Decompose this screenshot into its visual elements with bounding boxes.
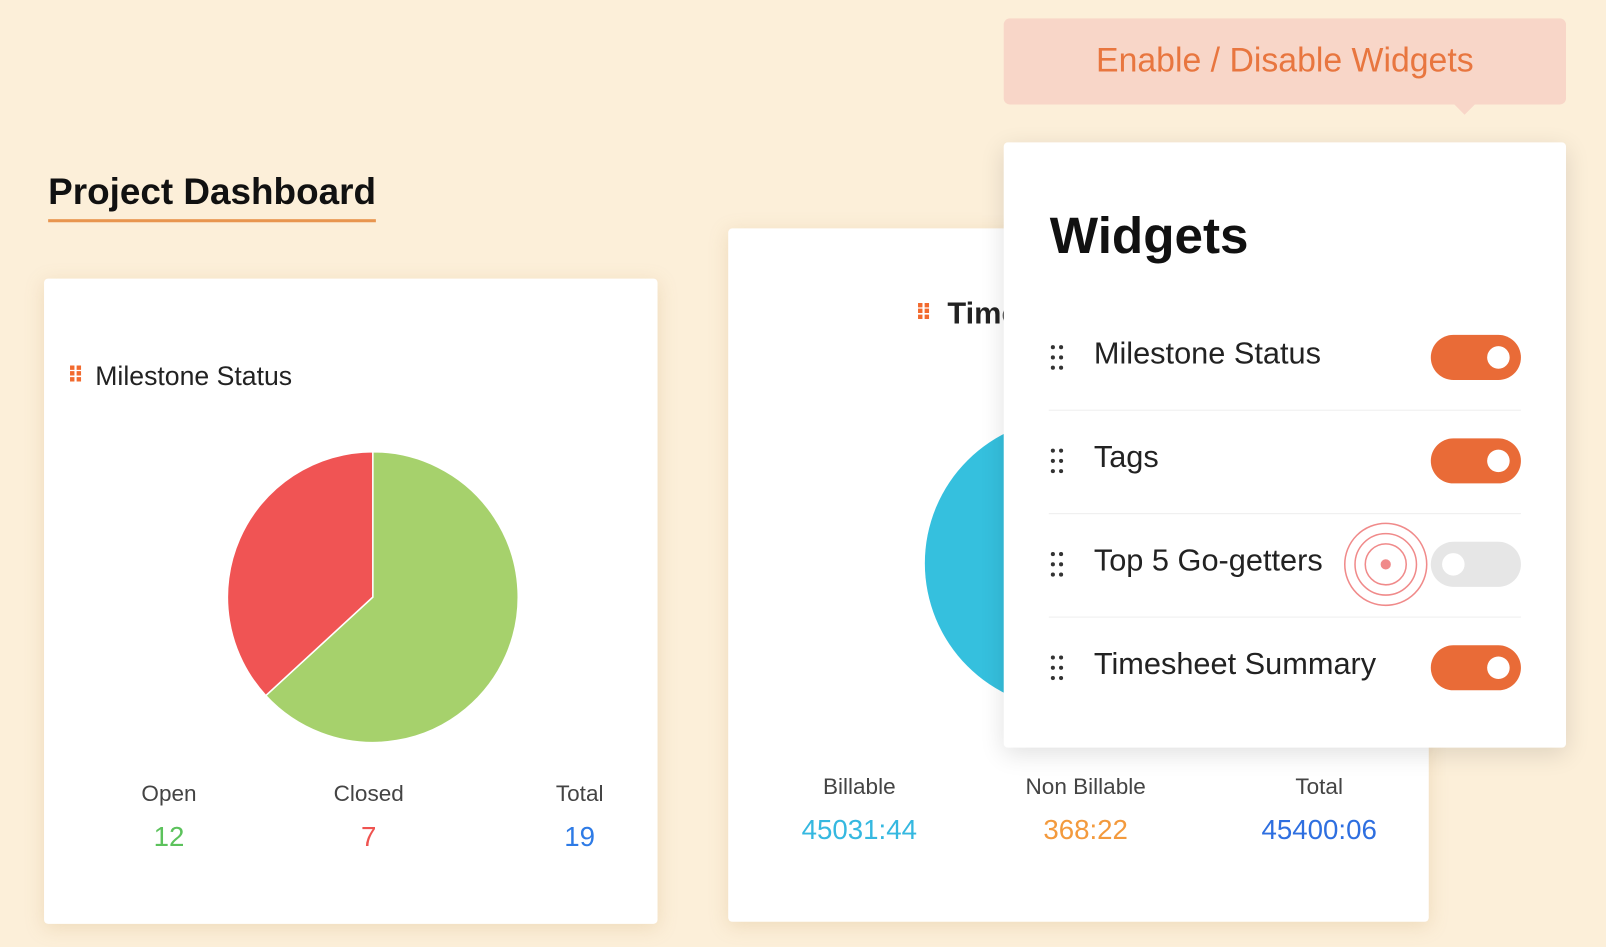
- widget-row: Timesheet Summary: [1049, 617, 1521, 719]
- stat-label: Non Billable: [1025, 773, 1146, 799]
- grip-dot: [1059, 355, 1064, 360]
- toggle-knob: [1487, 656, 1510, 680]
- grip-dot: [1050, 572, 1055, 577]
- grip-dot: [1050, 665, 1055, 670]
- stat-value: 7: [361, 821, 377, 853]
- drag-handle: [1050, 655, 1064, 681]
- grip-dot: [1059, 552, 1064, 557]
- tooltip: Enable / Disable Widgets: [1003, 18, 1567, 115]
- grip-dot: [1050, 675, 1055, 681]
- grip-dot: [1059, 655, 1064, 660]
- pulse-dot: [1380, 559, 1391, 570]
- widget-row: Milestone Status: [1049, 306, 1521, 408]
- stat-label: Total: [1295, 773, 1343, 799]
- widget-name: Tags: [1093, 440, 1159, 475]
- drag-handle: ⠿: [66, 362, 85, 389]
- tooltip-text: Enable / Disable Widgets: [1096, 40, 1474, 79]
- pie-chart: [226, 450, 520, 744]
- grip-dot: [1050, 458, 1055, 463]
- stat: Total 45400:06: [1207, 773, 1432, 846]
- grip-dot: [1050, 355, 1055, 360]
- separator: [1048, 616, 1521, 618]
- stat-label: Open: [141, 780, 197, 807]
- grip-dot: [1050, 345, 1055, 350]
- card-title: Milestone Status: [95, 360, 293, 392]
- separator: [1048, 513, 1521, 515]
- grip-dot: [1059, 675, 1064, 681]
- widget-row: Top 5 Go-getters: [1049, 513, 1521, 615]
- grip-dot: [1050, 469, 1055, 474]
- stat-label: Total: [555, 780, 604, 807]
- click-indicator: [1344, 522, 1428, 607]
- widget-name: Timesheet Summary: [1093, 647, 1377, 682]
- widget-row: Tags: [1049, 410, 1521, 512]
- drag-handle: ⠿: [914, 300, 933, 326]
- toggle[interactable]: [1430, 438, 1521, 484]
- stat: Total 19: [467, 780, 692, 853]
- stat-value: 45400:06: [1261, 814, 1377, 845]
- toggle-knob: [1442, 553, 1465, 576]
- toggle[interactable]: [1430, 541, 1521, 587]
- grip-dot: [1059, 469, 1064, 474]
- grip-dot: [1050, 562, 1055, 567]
- widget-name: Top 5 Go-getters: [1093, 543, 1323, 578]
- page-title: Project Dashboard: [48, 170, 376, 223]
- widgets-panel: Widgets Milestone Status Tags Top 5 Go-get…: [1003, 142, 1567, 748]
- tooltip-arrow: [1454, 104, 1475, 115]
- stat-label: Billable: [822, 773, 896, 799]
- drag-handle: [1050, 345, 1064, 370]
- pulse-ring: [1364, 543, 1407, 586]
- pie-slice: [226, 450, 374, 697]
- stat: Open 12: [56, 780, 281, 853]
- toggle[interactable]: [1430, 334, 1521, 380]
- grip-dot: [1059, 365, 1064, 370]
- panel-title: Widgets: [1049, 206, 1249, 265]
- widget-name: Milestone Status: [1093, 336, 1321, 371]
- grip-dot: [1050, 365, 1055, 370]
- toggle-knob: [1487, 346, 1510, 369]
- drag-handle: [1050, 448, 1064, 474]
- grip-dot: [1059, 448, 1064, 453]
- grip-dot: [1059, 458, 1064, 463]
- pulse-ring: [1344, 522, 1428, 607]
- milestone-card: ⠿ Milestone Status Open 12 Closed 7 Total 19: [44, 278, 658, 924]
- stat-label: Closed: [333, 780, 404, 807]
- grip-dot: [1050, 448, 1055, 453]
- stat-value: 19: [564, 821, 596, 853]
- stat: Non Billable 368:22: [973, 773, 1198, 846]
- separator: [1048, 409, 1521, 411]
- grip-dot: [1050, 552, 1055, 557]
- grip-dot: [1050, 655, 1055, 660]
- grip-dot: [1059, 562, 1064, 567]
- toggle[interactable]: [1430, 645, 1521, 691]
- toggle-knob: [1487, 449, 1510, 473]
- grip-dot: [1059, 665, 1064, 670]
- grip-dot: [1059, 345, 1064, 350]
- grip-dot: [1059, 572, 1064, 577]
- drag-handle: [1050, 552, 1064, 577]
- stat-value: 12: [153, 821, 185, 853]
- stat: Billable 45031:44: [747, 773, 972, 846]
- pie-slice: [264, 450, 520, 744]
- stat: Closed 7: [256, 780, 481, 853]
- stat-value: 368:22: [1043, 814, 1128, 845]
- stat-value: 45031:44: [801, 814, 917, 845]
- pulse-ring: [1354, 532, 1418, 596]
